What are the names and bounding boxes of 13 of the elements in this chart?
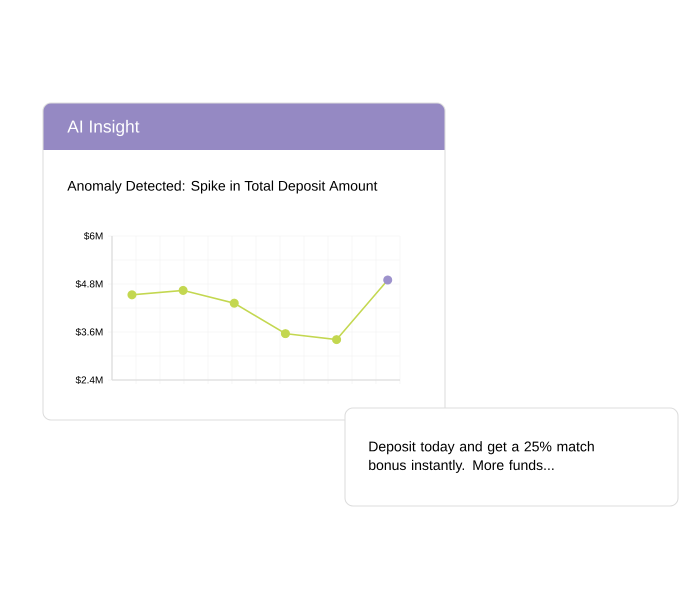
- point: [127, 290, 136, 300]
- point: [383, 275, 392, 285]
- y-tick-label: $2.4M: [76, 376, 102, 384]
- point: [332, 335, 342, 344]
- y-tick-label: $3.6M: [76, 328, 102, 336]
- chart-subtitle: Anomaly Detected: Spike in Total Deposit Amount: [67, 180, 378, 194]
- chart-title: AI Insight: [67, 120, 140, 136]
- point: [178, 286, 188, 295]
- point: [230, 298, 239, 308]
- text: Deposit today and get a 25% match bonus instantly. More funds...: [369, 441, 594, 473]
- y-tick-label: $6M: [84, 232, 102, 240]
- y-tick-label: $4.8M: [76, 280, 102, 288]
- point: [280, 329, 290, 338]
